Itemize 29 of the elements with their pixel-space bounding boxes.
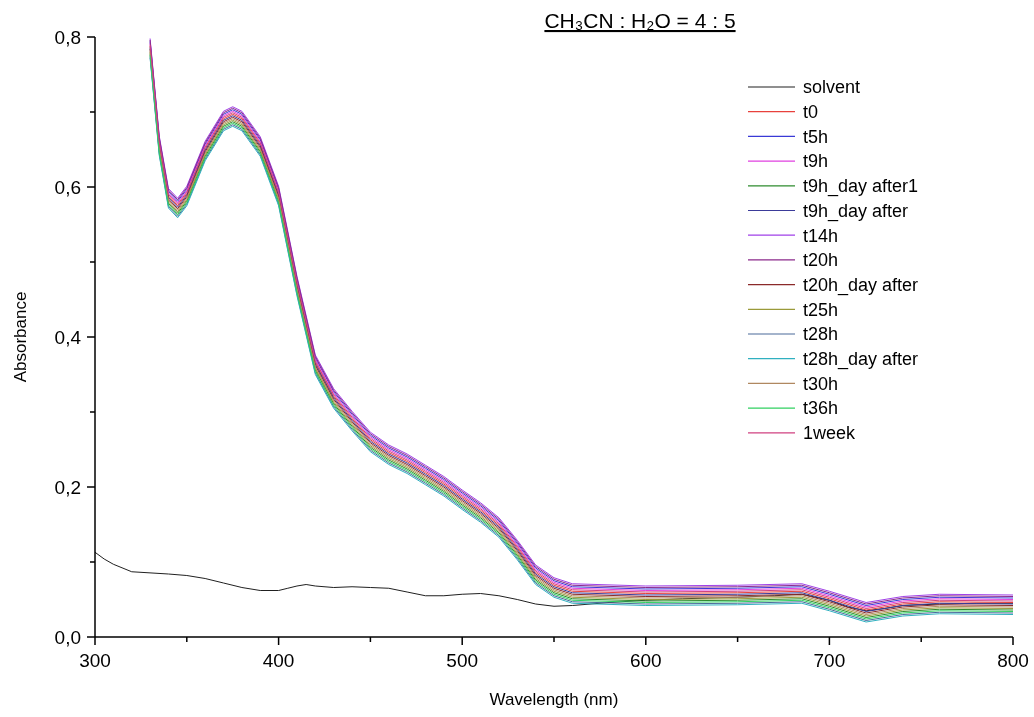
legend-label: t36h [803, 398, 839, 419]
x-tick-label: 700 [813, 650, 846, 671]
y-tick-label: 0,2 [54, 476, 81, 498]
legend-label: t28h_day after [803, 349, 919, 370]
y-tick-label: 0,8 [54, 26, 81, 48]
y-tick-label: 0,4 [54, 326, 82, 348]
legend-label: solvent [803, 77, 861, 98]
legend-label: t0 [803, 102, 819, 122]
chart-title: CH₃CN : H₂O = 4 : 5 [544, 9, 736, 32]
y-tick-label: 0,0 [54, 626, 81, 648]
legend-label: t28h [803, 324, 839, 345]
x-tick-label: 400 [262, 650, 295, 671]
y-axis-title: Absorbance [11, 291, 30, 383]
legend-label: t9h [803, 151, 829, 172]
legend-label: 1week [803, 423, 857, 444]
x-tick-label: 800 [997, 650, 1029, 671]
legend-label: t9h_day after1 [803, 176, 919, 198]
x-tick-label: 500 [446, 650, 479, 671]
legend-label: t5h [803, 126, 829, 147]
legend-label: t30h [803, 373, 839, 394]
legend-label: t25h [803, 299, 839, 320]
x-axis-title: Wavelength (nm) [489, 690, 619, 709]
x-tick-label: 300 [79, 650, 111, 671]
legend-label: t20h [803, 250, 839, 271]
legend-label: t20h_day after [803, 274, 919, 296]
y-tick-label: 0,6 [54, 176, 81, 198]
x-tick-label: 600 [629, 650, 662, 671]
legend-label: t14h [803, 225, 839, 246]
legend-label: t9h_day after [803, 200, 909, 222]
